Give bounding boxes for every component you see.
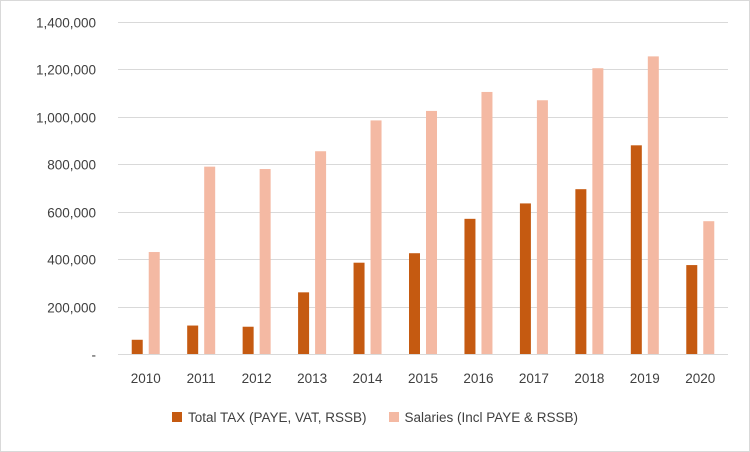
bar-total-tax-2019 [630, 145, 642, 354]
y-tick-label: 600,000 [47, 206, 96, 221]
bar-total-tax-2013 [298, 292, 310, 354]
bar-total-tax-2012 [242, 326, 254, 354]
bar-total-tax-2020 [686, 265, 698, 354]
bar-salaries-2013 [315, 151, 327, 354]
y-tick-label: 400,000 [47, 253, 96, 268]
x-tick-label: 2016 [463, 371, 493, 386]
bar-total-tax-2015 [409, 253, 420, 354]
x-tick-label: 2015 [408, 371, 438, 386]
bar-salaries-2012 [259, 169, 271, 354]
x-tick-label: 2012 [242, 371, 272, 386]
y-tick-label: 200,000 [47, 301, 96, 316]
bar-total-tax-2018 [575, 189, 587, 354]
x-tick-label: 2014 [353, 371, 384, 386]
legend-item-total-tax: Total TAX (PAYE, VAT, RSSB) [171, 409, 367, 425]
x-tick-label: 2011 [187, 371, 216, 386]
y-tick-label: - [92, 348, 97, 363]
legend-item-salaries: Salaries (Incl PAYE & RSSB) [388, 409, 579, 425]
gridlines [118, 22, 728, 308]
x-tick-label: 2017 [519, 371, 549, 386]
y-tick-label: 1,400,000 [36, 16, 96, 31]
bar-salaries-2015 [426, 110, 437, 354]
x-tick-label: 2013 [297, 371, 327, 386]
legend-label-salaries: Salaries (Incl PAYE & RSSB) [404, 409, 579, 425]
bar-salaries-2014 [370, 120, 382, 355]
x-tick-label: 2020 [685, 371, 715, 386]
y-tick-label: 1,000,000 [36, 111, 96, 126]
bar-salaries-2010 [148, 252, 160, 354]
legend-label-total-tax: Total TAX (PAYE, VAT, RSSB) [187, 409, 367, 425]
bar-salaries-2020 [703, 221, 715, 354]
bar-salaries-2019 [647, 56, 659, 355]
x-tick-label: 2018 [574, 371, 604, 386]
y-tick-label: 800,000 [47, 158, 96, 173]
bar-total-tax-2014 [353, 262, 365, 354]
legend-swatch-salaries [388, 412, 399, 422]
legend-swatch-total-tax [171, 412, 182, 422]
legend: Total TAX (PAYE, VAT, RSSB) Salaries (In… [0, 405, 750, 429]
x-tick-label: 2019 [630, 371, 660, 386]
bar-total-tax-2010 [131, 339, 143, 354]
bar-salaries-2018 [592, 68, 604, 354]
x-axis: 2010 2011 2012 2013 2014 2015 2016 2017 2018 2019… [118, 354, 728, 386]
bars [131, 56, 715, 355]
bar-salaries-2016 [481, 91, 493, 354]
bar-total-tax-2017 [519, 203, 531, 354]
bar-total-tax-2016 [464, 218, 476, 354]
y-tick-label: 1,200,000 [36, 63, 96, 78]
bar-salaries-2011 [204, 166, 216, 354]
bar-salaries-2017 [536, 100, 548, 354]
bar-total-tax-2011 [187, 325, 199, 354]
y-axis: - 200,000 400,000 600,000 800,000 1,000,000 1,… [36, 16, 96, 363]
x-tick-label: 2010 [131, 371, 161, 386]
